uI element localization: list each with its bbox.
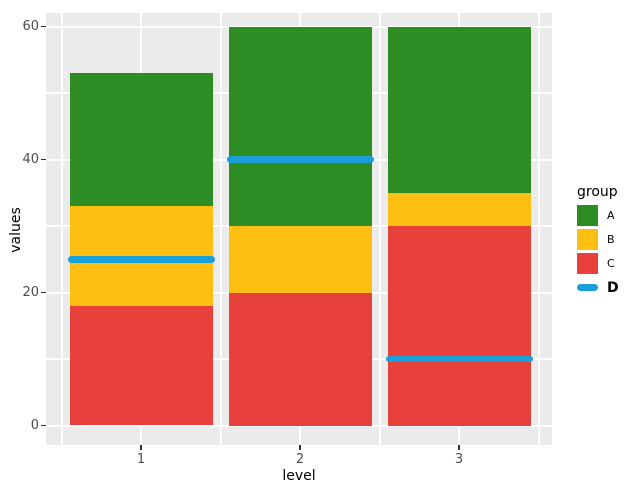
x-axis-title: level — [282, 468, 316, 484]
grid-minor-vertical — [537, 13, 540, 445]
bar-segment-b — [69, 206, 213, 306]
y-tick-mark — [41, 291, 46, 294]
bar-segment-c — [69, 305, 213, 426]
grid-minor-vertical — [378, 13, 381, 445]
y-tick-label: 40 — [22, 151, 39, 167]
y-tick-label: 0 — [30, 417, 39, 433]
bar-segment-a — [228, 26, 372, 226]
grid-minor-vertical — [60, 13, 63, 445]
overlay-line-d — [226, 156, 374, 163]
legend-item-b: B — [577, 229, 619, 250]
legend-item-label: C — [607, 257, 615, 270]
bar-segment-b — [387, 192, 531, 226]
bar-segment-a — [69, 73, 213, 207]
x-tick-label: 2 — [295, 452, 305, 467]
legend-item-a: A — [577, 205, 619, 226]
grid-major-horizontal — [46, 424, 552, 427]
y-tick-mark — [41, 158, 46, 161]
bar-segment-c — [228, 292, 372, 426]
overlay-line-d — [385, 355, 533, 363]
legend-item-label: A — [607, 209, 615, 222]
legend-item-d: D — [577, 277, 619, 298]
plot-panel — [46, 13, 552, 445]
bar-segment-c — [387, 226, 531, 426]
legend-item-label: D — [607, 279, 619, 296]
x-tick-mark — [458, 445, 460, 450]
legend-key-swatch — [577, 205, 598, 226]
y-tick-mark — [41, 25, 46, 28]
bar-segment-a — [387, 26, 531, 193]
y-tick-label: 60 — [22, 18, 39, 34]
x-tick-label: 1 — [136, 452, 146, 467]
grid-minor-vertical — [219, 13, 222, 445]
y-tick-label: 20 — [22, 284, 39, 300]
legend-d-pill — [577, 284, 598, 291]
y-tick-mark — [41, 424, 46, 427]
x-tick-mark — [140, 445, 142, 450]
overlay-line-d — [67, 256, 215, 263]
bar-segment-b — [228, 226, 372, 293]
y-axis-title: values — [8, 207, 24, 253]
legend-title: group — [577, 184, 618, 200]
x-tick-label: 3 — [454, 452, 464, 467]
legend-key-line — [577, 277, 598, 298]
legend-key-swatch — [577, 229, 598, 250]
legend-key-swatch — [577, 253, 598, 274]
legend-item-c: C — [577, 253, 619, 274]
legend-item-label: B — [607, 233, 615, 246]
x-tick-mark — [299, 445, 301, 450]
